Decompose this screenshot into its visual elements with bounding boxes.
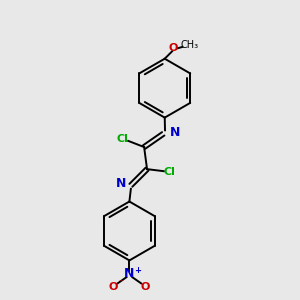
Text: N: N: [116, 177, 126, 190]
Text: CH₃: CH₃: [181, 40, 199, 50]
Text: O: O: [141, 282, 150, 292]
Text: Cl: Cl: [163, 167, 175, 177]
Text: N: N: [170, 126, 180, 139]
Text: O: O: [109, 282, 118, 292]
Text: Cl: Cl: [117, 134, 129, 144]
Text: N: N: [124, 267, 135, 280]
Text: O: O: [169, 44, 178, 53]
Text: ⁻: ⁻: [118, 278, 123, 288]
Text: +: +: [134, 266, 141, 275]
